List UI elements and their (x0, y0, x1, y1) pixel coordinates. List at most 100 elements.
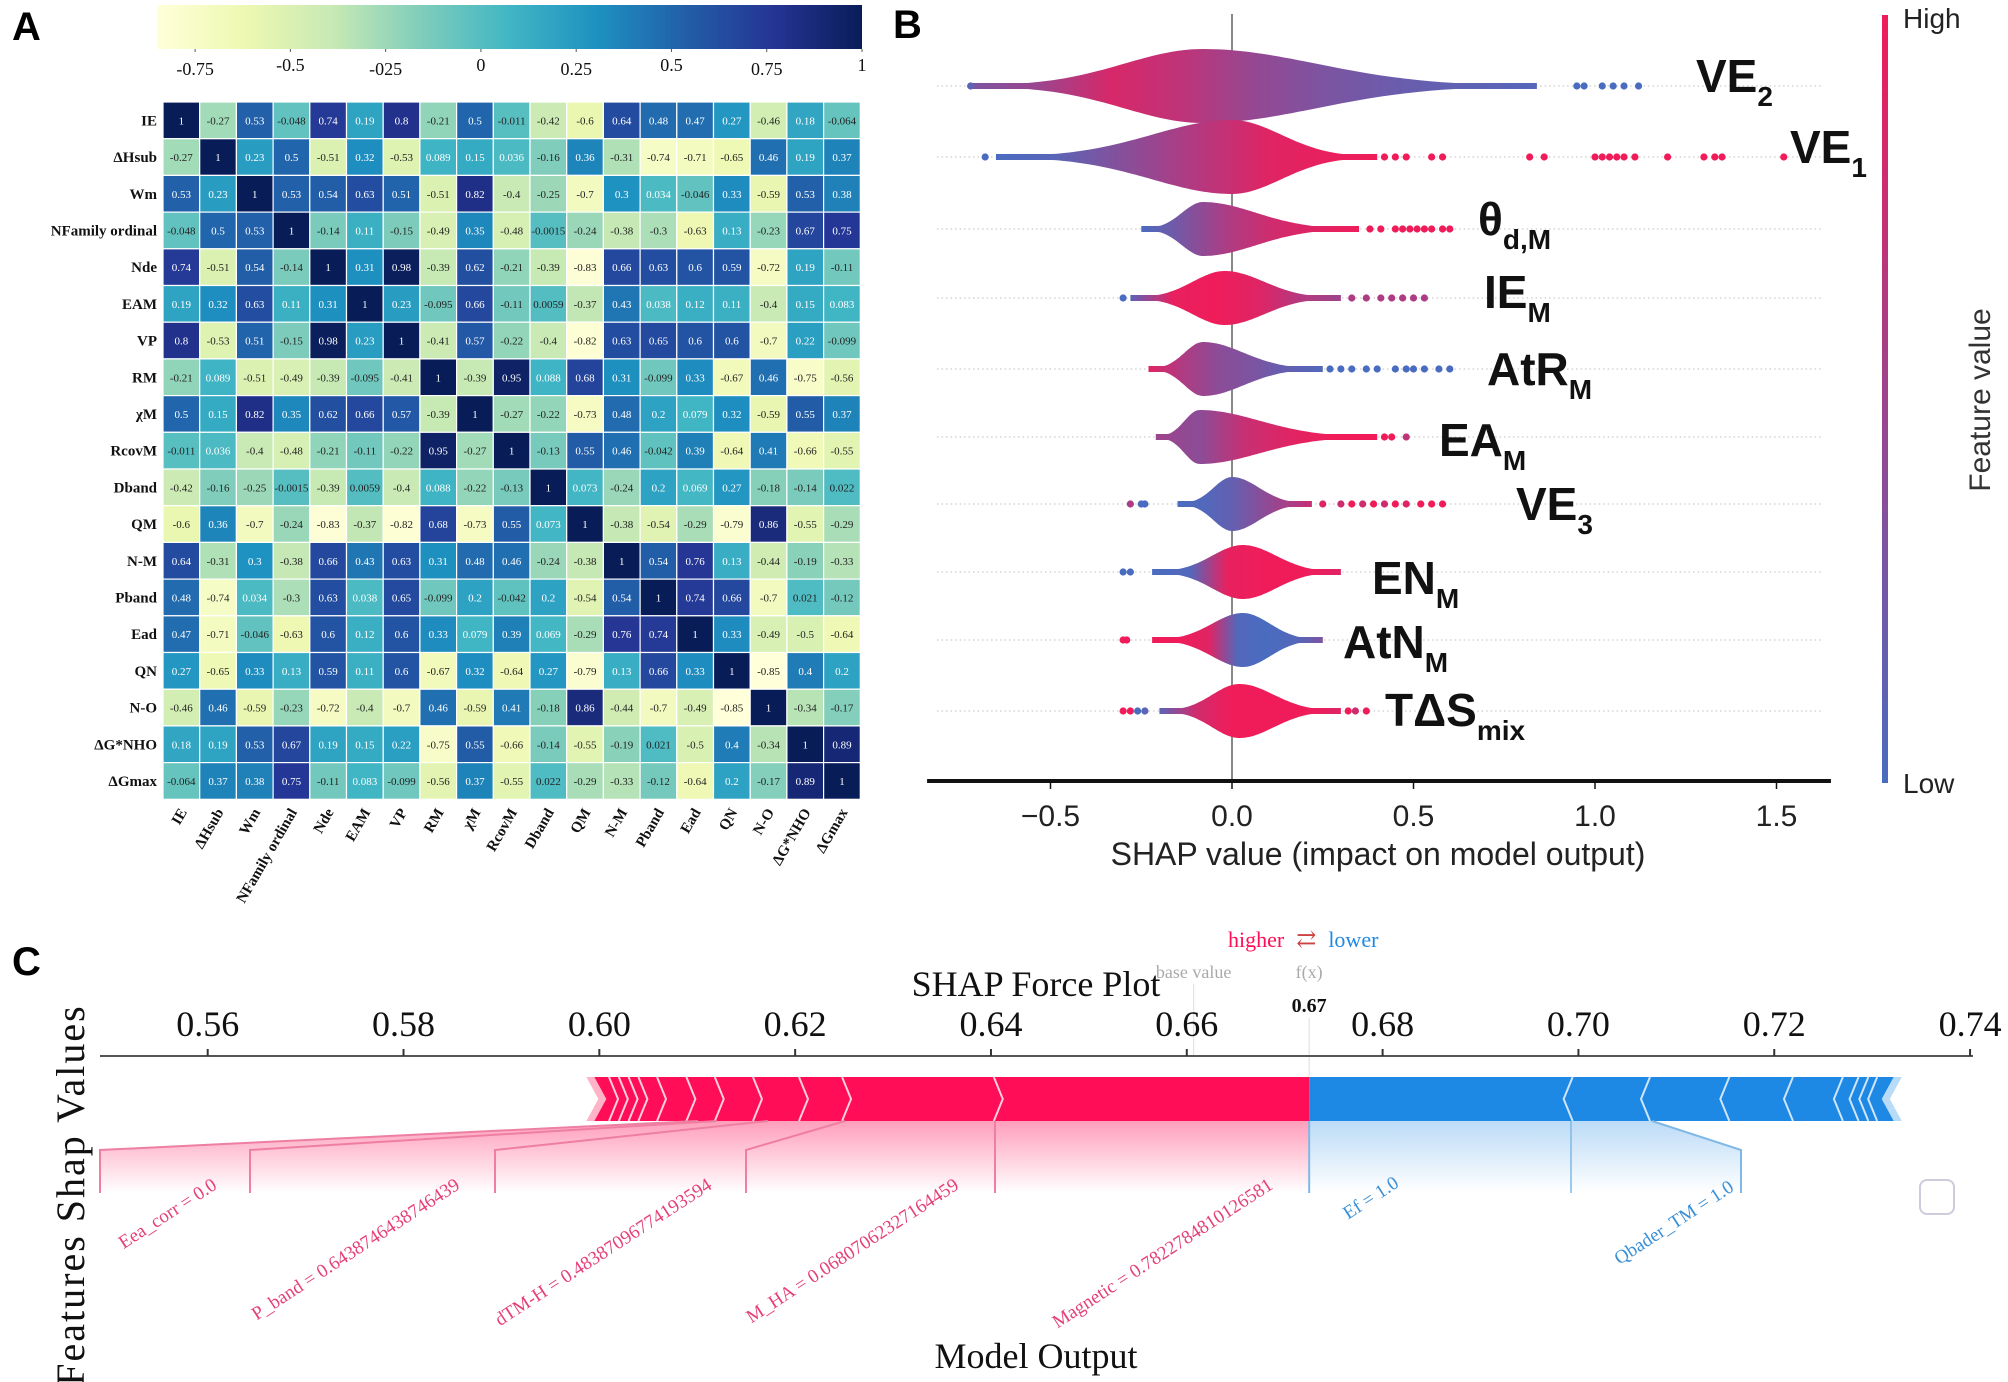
outlier-dot (1711, 153, 1719, 161)
checkbox[interactable] (1919, 1179, 1955, 1215)
outlier-dot (1620, 82, 1628, 90)
heatmap-cell (602, 505, 641, 544)
heatmap-cell-value: 0.55 (575, 446, 595, 458)
heatmap-cell (382, 468, 421, 507)
colorbar-title: Feature value (1964, 308, 1997, 491)
heatmap-cell-value: 0.63 (355, 189, 375, 201)
heatmap-cell-value: -0.4 (540, 336, 558, 348)
heatmap-cell (712, 138, 751, 176)
force-legend: higher ⇄ lower (1228, 927, 1379, 953)
x-tick-label: −0.5 (1021, 800, 1080, 833)
heatmap-cell (822, 358, 861, 397)
heatmap-cell-value: -0.0015 (531, 225, 565, 237)
heatmap-cell-value: 0.75 (282, 776, 302, 788)
panel-label-a: A (12, 5, 41, 49)
heatmap-cell-value: 0.15 (796, 299, 816, 311)
outlier-dot (1438, 500, 1447, 508)
heatmap-cell-value: 0.034 (646, 189, 671, 201)
heatmap-cell-value: 0.46 (612, 446, 632, 458)
outlier-dot (1369, 500, 1378, 508)
feature-connector (745, 1120, 846, 1193)
heatmap-cell-value: -0.31 (610, 152, 633, 164)
heatmap-cell (456, 101, 494, 140)
heatmap-cell (456, 431, 494, 470)
outlier-dot (1391, 225, 1399, 233)
heatmap-cell (676, 615, 715, 654)
outlier-dot (1620, 153, 1628, 161)
heatmap-cell-value: 0.19 (208, 739, 228, 751)
row-label: N-O (130, 701, 158, 717)
heatmap-cell (602, 358, 641, 397)
heatmap-cell-value: 0.75 (832, 225, 852, 237)
heatmap-cell-value: 0.47 (686, 115, 706, 127)
heatmap-cell (676, 468, 715, 507)
heatmap-cell (309, 725, 348, 764)
row-label: RM (132, 370, 157, 386)
heatmap-cell-value: 0.33 (722, 629, 742, 641)
feature-subscript: M (1503, 445, 1526, 476)
x-tick-label: 1.5 (1756, 800, 1798, 833)
heatmap-cell-value: 0.22 (392, 739, 411, 751)
heatmap-cell (712, 284, 751, 323)
heatmap-cell-value: 0.069 (683, 482, 708, 494)
colorbar-low-label: Low (1903, 768, 1955, 799)
outlier-dot (1126, 568, 1134, 576)
heatmap-cell-value: -0.18 (757, 482, 780, 494)
heatmap-cell-value: 0.23 (245, 152, 265, 164)
heatmap-cell-value: 0.6 (688, 262, 702, 274)
heatmap-cell-value: -0.39 (537, 262, 560, 274)
outlier-dot (1718, 153, 1726, 161)
heatmap-cell-value: -0.83 (317, 519, 340, 531)
heatmap-cell (199, 615, 237, 654)
heatmap-cell-value: 1 (362, 299, 368, 311)
heatmap-cell (382, 321, 421, 360)
heatmap-cell (786, 468, 825, 507)
outlier-dot (1402, 153, 1410, 161)
heatmap-cell-value: 0.022 (536, 776, 561, 788)
legend-lower: lower (1328, 927, 1379, 952)
heatmap-cell-value: -0.64 (684, 776, 707, 788)
outlier-dot (1141, 500, 1149, 508)
heatmap-cell-value: -0.27 (170, 152, 193, 164)
heatmap-cell-value: -0.72 (757, 262, 780, 274)
heatmap-cell-value: -0.44 (610, 703, 633, 715)
heatmap-cell (199, 578, 237, 617)
feature-name: θ (1478, 193, 1503, 245)
heatmap-cell-value: -0.5 (686, 739, 704, 751)
heatmap-cell-value: 0.19 (796, 152, 816, 164)
heatmap-cell (492, 468, 531, 507)
outlier-dot (1388, 294, 1396, 302)
heatmap-cell-value: 0.66 (722, 592, 742, 604)
heatmap-cell (566, 468, 605, 507)
heatmap-cell (419, 248, 458, 287)
heatmap-cell-value: 0.37 (832, 409, 852, 421)
heatmap-cell (162, 725, 201, 764)
positive-segment-chevron (637, 1076, 649, 1122)
negative-shade (1309, 1121, 1741, 1193)
outlier-dot (1319, 500, 1327, 508)
heatmap-cell-value: 0.41 (759, 446, 778, 458)
heatmap-cell-value: 0.15 (465, 152, 485, 164)
heatmap-cell-value: 0.33 (722, 189, 742, 201)
heatmap-cell (492, 688, 531, 727)
outlier-dot (1126, 500, 1134, 508)
heatmap-cell-value: -0.79 (574, 666, 597, 678)
heatmap-cell-value: -0.13 (500, 482, 523, 494)
outlier-dot (1428, 500, 1436, 508)
heatmap-cell (162, 284, 201, 323)
outlier-dot (1435, 365, 1443, 373)
heatmap-cell-value: 1 (436, 372, 442, 384)
heatmap-cell-value: 0.53 (282, 189, 302, 201)
outlier-dot (1420, 365, 1428, 373)
heatmap-cell-value: -0.37 (574, 299, 597, 311)
heatmap-cell (639, 395, 678, 433)
heatmap-cell-value: 1 (729, 666, 735, 678)
outlier-dot (1438, 153, 1447, 161)
heatmap-cell (786, 541, 825, 580)
heatmap-cell-value: -0.56 (830, 372, 853, 384)
heatmap-cell-value: -0.48 (500, 225, 523, 237)
heatmap-cell-value: -0.046 (241, 629, 270, 641)
heatmap-cell-value: 0.68 (429, 519, 449, 531)
output-value-label: 0.67 (1292, 995, 1327, 1017)
heatmap-cell-value: -0.56 (427, 776, 450, 788)
